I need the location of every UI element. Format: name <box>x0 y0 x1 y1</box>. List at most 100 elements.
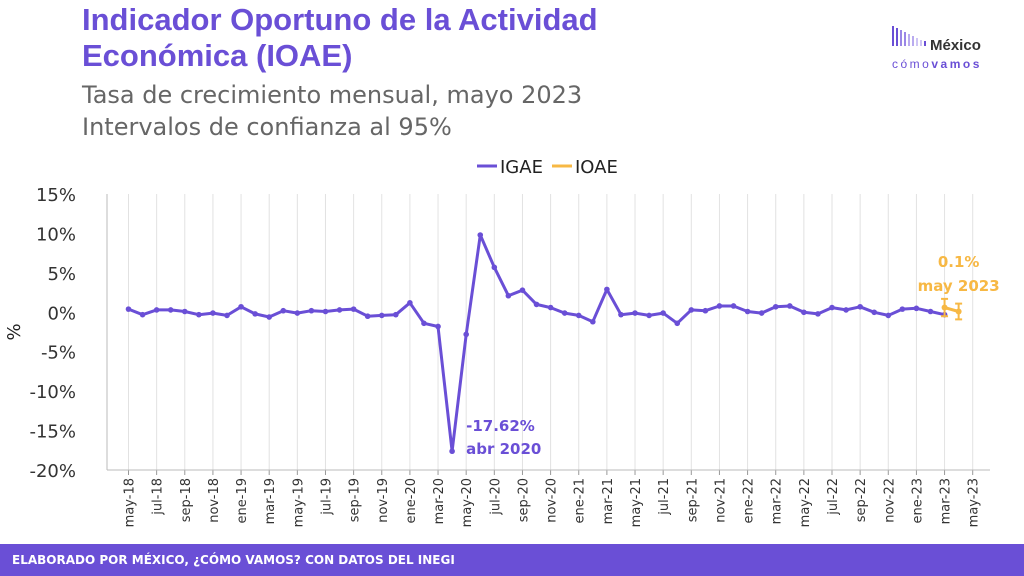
y-tick-label: -5% <box>41 343 76 364</box>
ioae-series <box>941 297 963 321</box>
logo-tagline: cómovamos <box>892 57 982 71</box>
x-tick-label: jul-19 <box>319 478 334 516</box>
logo-tagline-b: vamos <box>931 57 982 71</box>
igae-point <box>393 311 399 318</box>
igae-point <box>196 311 202 318</box>
igae-point <box>153 307 160 313</box>
igae-point <box>294 310 301 316</box>
igae-point <box>786 303 793 309</box>
x-tick-label: nov-22 <box>882 478 897 523</box>
igae-point <box>646 312 652 319</box>
x-tick-labels: may-18 jul-18 sep-18 nov-18 ene-19 mar-19 may-… <box>123 478 982 527</box>
igae-point <box>871 309 878 316</box>
x-tick-label: ene-19 <box>235 478 250 523</box>
igae-point <box>899 306 906 312</box>
y-axis-label: % <box>4 323 25 340</box>
logo-bars-icon <box>892 26 926 46</box>
igae-point <box>730 303 737 309</box>
y-tick-label: 10% <box>36 224 76 245</box>
x-tick-label: ene-20 <box>404 478 419 523</box>
x-tick-label: sep-20 <box>516 478 531 522</box>
last-annotation-date: may 2023 <box>918 277 1000 295</box>
igae-point <box>463 331 469 338</box>
igae-point <box>336 307 343 313</box>
legend-igae-label: IGAE <box>500 157 543 178</box>
last-annotation-value: 0.1% <box>938 253 980 271</box>
igae-point <box>829 304 835 311</box>
igae-point <box>702 307 709 314</box>
y-tick-label: 15% <box>36 185 76 206</box>
igae-point <box>688 307 695 313</box>
x-tick-label: sep-21 <box>685 478 700 522</box>
igae-point <box>210 310 216 316</box>
igae-point <box>491 264 498 271</box>
y-tick-labels: 15% 10% 5% 0% -5% -10% -15% -20% <box>29 185 76 482</box>
igae-points <box>125 232 948 455</box>
igae-point <box>266 314 273 320</box>
x-tick-label: mar-23 <box>939 478 954 524</box>
legend: IGAE IOAE <box>477 157 618 178</box>
igae-point <box>477 232 484 238</box>
x-tick-label: sep-19 <box>348 478 363 522</box>
y-tick-label: 5% <box>47 264 76 285</box>
ioae-point <box>941 304 948 311</box>
igae-point <box>618 311 624 318</box>
x-tick-label: may-20 <box>460 478 475 527</box>
igae-point <box>547 304 554 311</box>
x-tick-label: mar-22 <box>770 478 785 524</box>
chart-title: Indicador Oportuno de la Actividad Econó… <box>82 2 598 73</box>
x-tick-label: may-18 <box>123 478 138 527</box>
igae-series-line <box>127 233 945 453</box>
x-tick-label: mar-21 <box>601 478 616 524</box>
igae-point <box>435 323 441 330</box>
legend-ioae-label: IOAE <box>575 157 618 178</box>
x-tick-label: ene-22 <box>742 478 757 523</box>
igae-point <box>167 307 174 313</box>
igae-point <box>252 311 258 317</box>
x-tick-label: may-23 <box>967 478 982 527</box>
igae-point <box>322 308 329 315</box>
x-tick-label: ene-23 <box>910 478 925 523</box>
logo-name: México <box>930 37 981 54</box>
x-tick-label: mar-20 <box>432 478 447 524</box>
x-tick-label: sep-22 <box>854 478 869 522</box>
igae-point <box>449 448 455 455</box>
x-tick-label: nov-18 <box>207 478 222 523</box>
chart-subtitle-confidence: Intervalos de confianza al 95% <box>82 113 452 141</box>
igae-point <box>604 286 610 293</box>
igae-point <box>561 310 568 316</box>
y-tick-label: -15% <box>29 422 76 443</box>
x-tick-label: may-22 <box>798 478 813 527</box>
chart-subtitle: Tasa de crecimiento mensual, mayo 2023 <box>82 81 583 109</box>
igae-point <box>505 292 512 299</box>
igae-point <box>280 307 287 314</box>
footer-credit: ELABORADO POR MÉXICO, ¿CÓMO VAMOS? CON D… <box>12 553 455 567</box>
x-tick-label: jul-20 <box>488 478 503 516</box>
x-tick-label: ene-21 <box>573 478 588 523</box>
x-tick-label: jul-22 <box>826 478 841 516</box>
igae-point <box>378 312 385 319</box>
igae-point <box>843 307 849 313</box>
x-tick-label: may-19 <box>291 478 306 527</box>
igae-point <box>364 313 371 320</box>
y-tick-label: -10% <box>29 382 76 403</box>
igae-point <box>421 320 427 327</box>
mexico-como-vamos-logo: México cómovamos <box>892 26 982 71</box>
igae-point <box>660 310 666 316</box>
igae-point <box>125 306 132 312</box>
igae-point <box>927 308 934 315</box>
x-tick-label: jul-18 <box>151 478 166 516</box>
igae-point <box>885 312 892 319</box>
igae-point <box>632 310 638 316</box>
ioae-point <box>955 308 962 315</box>
igae-point <box>744 308 751 315</box>
igae-point <box>350 306 357 312</box>
igae-point <box>801 309 807 316</box>
igae-point <box>815 311 821 317</box>
trough-annotation-value: -17.62% <box>466 417 535 435</box>
logo-tagline-a: cómo <box>892 57 931 71</box>
x-tick-label: may-21 <box>629 478 644 527</box>
trough-annotation-date: abr 2020 <box>466 440 541 458</box>
igae-point <box>590 318 596 325</box>
x-tick-label: nov-20 <box>545 478 560 523</box>
